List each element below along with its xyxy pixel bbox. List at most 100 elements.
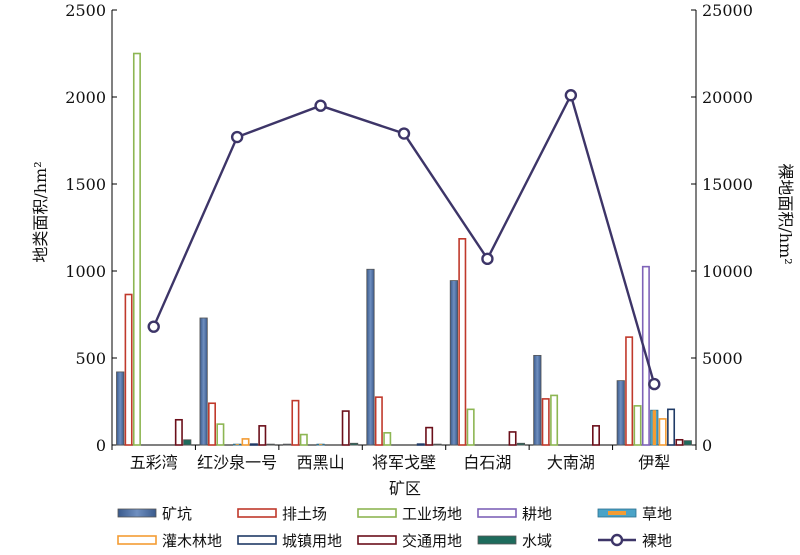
y2-tick-label: 15000 xyxy=(702,175,753,194)
bar-series-3 xyxy=(132,52,642,446)
legend-item: 城镇用地 xyxy=(237,532,342,550)
line-series-group xyxy=(147,89,661,391)
legend-item: 排土场 xyxy=(237,505,327,523)
y-tick-label: 2500 xyxy=(65,1,106,20)
bar xyxy=(266,443,275,446)
legend-swatch xyxy=(237,508,277,518)
bar-series-group xyxy=(116,52,692,446)
bar xyxy=(208,402,216,446)
legend-label: 交通用地 xyxy=(402,532,462,550)
bar xyxy=(291,399,300,446)
legend-swatch xyxy=(357,508,397,518)
bar xyxy=(449,280,458,446)
bar xyxy=(658,418,667,446)
y2-tick-label: 10000 xyxy=(702,262,753,281)
legend-item: 灌木林地 xyxy=(117,532,222,550)
bar xyxy=(183,439,192,446)
legend-item: 水域 xyxy=(477,532,552,550)
bar xyxy=(516,442,526,446)
x-tick-label: 白石湖 xyxy=(463,453,511,472)
bar xyxy=(383,432,392,446)
y-tick-label: 2000 xyxy=(65,88,106,107)
line-point xyxy=(564,89,578,102)
bar xyxy=(533,354,542,446)
line-point xyxy=(314,99,327,112)
y2-tick-label: 25000 xyxy=(702,1,753,20)
legend-swatch xyxy=(477,535,517,545)
legend-label: 矿坑 xyxy=(162,505,192,523)
axis-labels-group: 0500100015002000250005000100001500020000… xyxy=(65,1,753,472)
legend-swatch xyxy=(117,508,157,518)
bar xyxy=(550,394,559,446)
line-point xyxy=(230,130,244,144)
x-tick-label: 将军戈壁 xyxy=(372,453,436,472)
x-tick-label: 红沙泉一号 xyxy=(197,453,277,472)
legend-label: 水域 xyxy=(522,532,552,550)
legend-label: 城镇用地 xyxy=(282,532,342,550)
legend-item: 工业场地 xyxy=(357,505,462,523)
bar xyxy=(374,396,383,446)
legend-swatch xyxy=(357,535,397,545)
x-tick-label: 西黑山 xyxy=(297,453,345,472)
bar xyxy=(241,438,250,446)
bar-series-6 xyxy=(241,418,667,446)
bar xyxy=(350,442,359,446)
bar xyxy=(541,398,550,446)
bar xyxy=(116,371,125,446)
bar xyxy=(282,443,292,446)
bar xyxy=(299,433,308,446)
bar xyxy=(124,293,133,446)
bar xyxy=(174,418,183,446)
legend-label: 工业场地 xyxy=(402,505,462,523)
bar xyxy=(416,443,425,446)
bar xyxy=(683,440,692,446)
x-axis-title: 矿区 xyxy=(389,479,421,498)
bar xyxy=(650,409,659,446)
bar xyxy=(508,431,517,446)
bar-series-1 xyxy=(116,268,625,446)
x-tick-label: 大南湖 xyxy=(547,453,595,472)
y-tick-label: 0 xyxy=(96,436,106,455)
x-tick-label: 伊犁 xyxy=(638,453,670,472)
bar xyxy=(216,423,225,446)
y2-tick-label: 0 xyxy=(702,436,712,455)
bar xyxy=(132,52,141,446)
bar-series-9 xyxy=(183,439,692,446)
bar xyxy=(316,443,325,446)
bar xyxy=(633,405,642,446)
y2-tick-label: 20000 xyxy=(702,88,753,107)
bar xyxy=(433,443,442,446)
bar xyxy=(466,408,475,446)
y-tick-label: 1500 xyxy=(65,175,106,194)
bar-series-2 xyxy=(124,238,634,446)
bar xyxy=(667,408,676,446)
line-point xyxy=(147,320,160,333)
legend-item: 草地 xyxy=(597,505,672,523)
bar xyxy=(458,238,467,446)
y2-tick-label: 5000 xyxy=(702,349,743,368)
bar-series-5 xyxy=(233,409,659,446)
bar xyxy=(675,438,684,446)
line-point xyxy=(648,377,661,391)
x-tick-label: 五彩湾 xyxy=(130,453,178,472)
legend-label: 裸地 xyxy=(642,532,672,550)
line-point xyxy=(481,252,494,266)
legend-label: 灌木林地 xyxy=(162,532,222,550)
bar xyxy=(199,317,208,446)
bar xyxy=(341,410,350,446)
y2-axis-title: 裸地面积/hm² xyxy=(776,163,795,264)
y-tick-label: 1000 xyxy=(65,262,106,281)
legend-item: 裸地 xyxy=(598,532,672,550)
bar xyxy=(425,426,434,446)
legend-label: 草地 xyxy=(642,505,672,523)
legend-label: 耕地 xyxy=(522,505,552,523)
bar xyxy=(233,443,242,446)
y-axis-title: 地类面积/hm² xyxy=(31,161,50,262)
legend-label: 排土场 xyxy=(282,505,327,523)
bar-series-8 xyxy=(174,410,684,446)
legend-item: 耕地 xyxy=(477,505,552,523)
bar xyxy=(366,268,375,446)
legend-swatch xyxy=(237,535,277,545)
